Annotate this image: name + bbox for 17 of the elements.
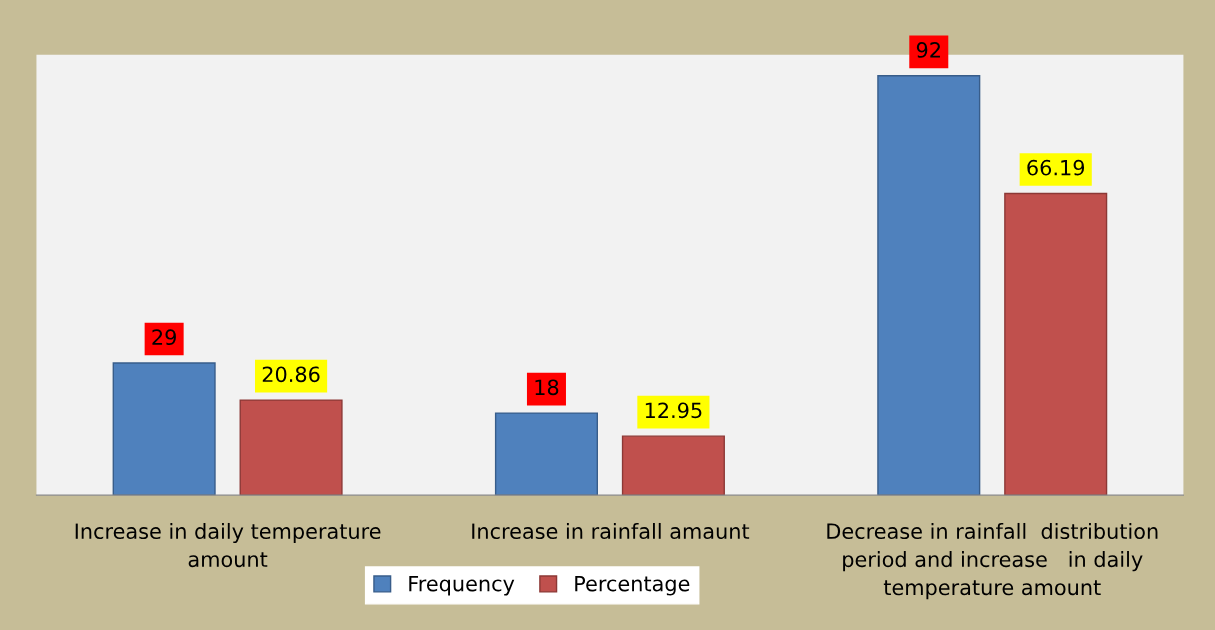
data-label: 92	[916, 42, 940, 58]
legend-label: Frequency	[409, 575, 515, 596]
data-label: 20.86	[262, 366, 320, 383]
data-label: 12.95	[645, 402, 702, 419]
bar	[621, 435, 725, 496]
x-tick-label: Increase in rainfall amaunt	[472, 522, 750, 540]
data-label: 18	[535, 379, 559, 396]
bar	[239, 399, 343, 496]
bar	[494, 412, 599, 496]
bar	[877, 75, 981, 496]
x-tick-label: Increase in daily temperature amount	[75, 522, 381, 568]
bar	[112, 362, 216, 496]
data-label: 66.19	[1027, 159, 1085, 176]
bar	[1004, 192, 1108, 496]
x-tick-label: Decrease in rainfall distribution period and increase in daily temperature amount	[827, 522, 1158, 600]
data-label: 29	[152, 329, 176, 346]
legend-label: Percentage	[575, 575, 690, 596]
